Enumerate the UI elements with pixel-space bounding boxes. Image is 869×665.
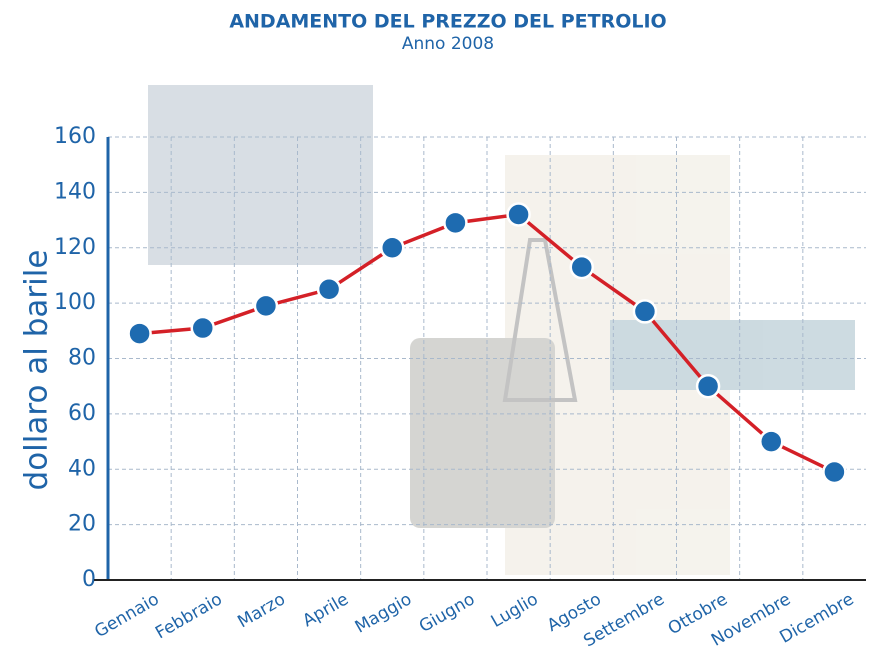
y-tick-label: 0 <box>82 567 96 592</box>
x-tick-label: Giugno <box>416 589 479 637</box>
data-point <box>192 317 214 339</box>
x-tick-label: Luglio <box>488 589 542 632</box>
data-point <box>255 295 277 317</box>
page: ANDAMENTO DEL PREZZO DEL PETROLIO Anno 2… <box>0 0 869 665</box>
data-point <box>508 204 530 226</box>
data-point <box>760 431 782 453</box>
data-point <box>697 375 719 397</box>
data-point <box>444 212 466 234</box>
chart-title: ANDAMENTO DEL PREZZO DEL PETROLIO <box>229 11 666 33</box>
data-point <box>571 256 593 278</box>
y-tick-label: 120 <box>54 235 96 260</box>
chart-subtitle: Anno 2008 <box>402 34 494 54</box>
data-point <box>823 461 845 483</box>
x-tick-label: Maggio <box>352 589 416 637</box>
x-tick-label: Febbraio <box>152 589 226 643</box>
y-tick-label: 100 <box>54 290 96 315</box>
chart: ANDAMENTO DEL PREZZO DEL PETROLIO Anno 2… <box>0 0 869 665</box>
y-axis-label: dollaro al barile <box>19 250 55 491</box>
y-tick-label: 60 <box>68 401 96 426</box>
data-point <box>381 237 403 259</box>
background-decoration <box>148 85 855 575</box>
y-tick-label: 20 <box>68 512 96 537</box>
x-tick-label: Aprile <box>299 589 352 631</box>
y-tick-label: 160 <box>54 124 96 149</box>
data-point <box>634 300 656 322</box>
data-point <box>129 323 151 345</box>
y-tick-label: 140 <box>54 179 96 204</box>
data-point <box>318 278 340 300</box>
x-tick-label: Gennaio <box>91 589 162 642</box>
y-tick-label: 40 <box>68 456 96 481</box>
y-tick-label: 80 <box>68 346 96 371</box>
x-tick-label: Marzo <box>234 589 289 632</box>
